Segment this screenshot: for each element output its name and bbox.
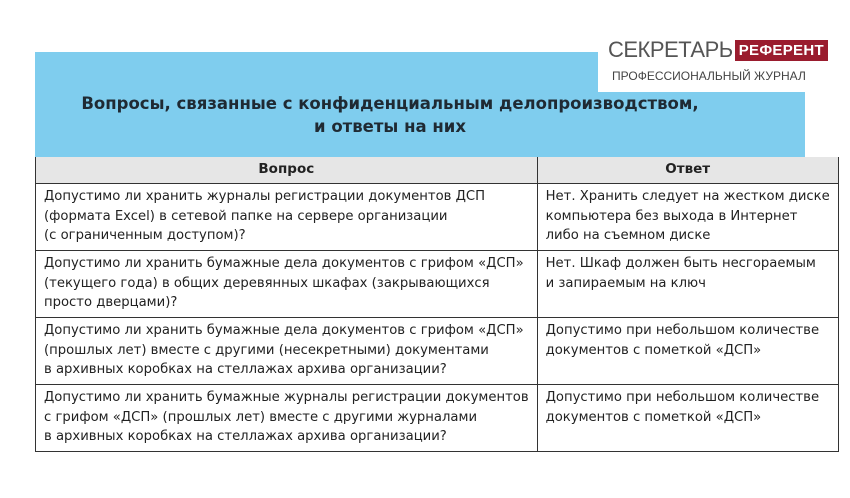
question-cell: Допустимо ли хранить бумажные дела докум… — [35, 317, 538, 385]
cell-text-line: Допустимо ли хранить бумажные дела докум… — [44, 256, 524, 271]
table-row: Допустимо ли хранить журналы регистрации… — [35, 183, 839, 251]
answer-cell: Нет. Шкаф должен быть несгораемым и запир… — [536, 250, 839, 318]
table-row: Допустимо ли хранить бумажные журналы ре… — [35, 384, 839, 452]
cell-text-line: Нет. Хранить следует на жестком диске — [545, 189, 830, 204]
logo-name: СЕКРЕТАРЬ — [608, 37, 733, 62]
cell-text-line: документов с пометкой «ДСП» — [545, 409, 762, 425]
cell-text-line: компьютера без выхода в Интернет — [545, 208, 798, 224]
page-title: Вопросы, связанные с конфиденциальным де… — [35, 92, 745, 138]
column-header-answer: Ответ — [536, 157, 839, 184]
cell-text-line: (с ограниченным доступом)? — [44, 228, 246, 243]
cell-text-line: Допустимо ли хранить бумажные дела докум… — [44, 323, 524, 338]
answer-cell: Допустимо при небольшом количестве докуме… — [536, 317, 839, 385]
question-cell: Допустимо ли хранить бумажные дела докум… — [35, 250, 538, 318]
cell-text-line: Допустимо при небольшом количестве — [545, 390, 820, 405]
logo-accent: РЕФЕРЕНТ — [734, 39, 828, 61]
logo-subtitle: ПРОФЕССИОНАЛЬНЫЙ ЖУРНАЛ — [612, 69, 806, 83]
title-line: и ответы на них — [314, 117, 466, 136]
answer-cell: Допустимо при небольшом количестве докуме… — [536, 384, 839, 452]
cell-text-line: в архивных коробках на стеллажах архива … — [44, 429, 447, 444]
cell-text-line: либо на съемном диске — [545, 228, 711, 243]
cell-text-line: в архивных коробках на стеллажах архива … — [44, 362, 447, 377]
cell-text-line: и запираемым на ключ — [545, 275, 706, 291]
title-line: Вопросы, связанные с конфиденциальным де… — [81, 94, 699, 113]
table-header: Вопрос Ответ — [35, 157, 839, 184]
cell-text-line: Допустимо при небольшом количестве — [545, 323, 820, 338]
cell-text-line: Допустимо ли хранить журналы регистрации… — [44, 189, 486, 204]
column-header-question: Вопрос — [35, 157, 538, 184]
cell-text-line: просто дверцами)? — [44, 295, 178, 310]
cell-text-line: (прошлых лет) вместе с другими (несекрет… — [44, 342, 489, 358]
qa-table: Вопрос Ответ Допустимо ли хранить журнал… — [35, 157, 839, 452]
question-cell: Допустимо ли хранить бумажные журналы ре… — [35, 384, 538, 452]
cell-text-line: с грифом «ДСП» (прошлых лет) вместе с др… — [44, 409, 478, 425]
question-cell: Допустимо ли хранить журналы регистрации… — [35, 183, 538, 251]
cell-text-line: (формата Excel) в сетевой папке на серве… — [44, 208, 448, 224]
cell-text-line: (текущего года) в общих деревянных шкафа… — [44, 275, 490, 291]
cell-text-line: Нет. Шкаф должен быть несгораемым — [545, 256, 816, 271]
answer-cell: Нет. Хранить следует на жестком диске ком… — [536, 183, 839, 251]
table-row: Допустимо ли хранить бумажные дела докум… — [35, 317, 839, 385]
journal-logo: СЕКРЕТАРЬ РЕФЕРЕНТ ПРОФЕССИОНАЛЬНЫЙ ЖУРН… — [598, 33, 828, 92]
table-row: Допустимо ли хранить бумажные дела докум… — [35, 250, 839, 318]
cell-text-line: документов с пометкой «ДСП» — [545, 342, 762, 358]
cell-text-line: Допустимо ли хранить бумажные журналы ре… — [44, 390, 529, 405]
